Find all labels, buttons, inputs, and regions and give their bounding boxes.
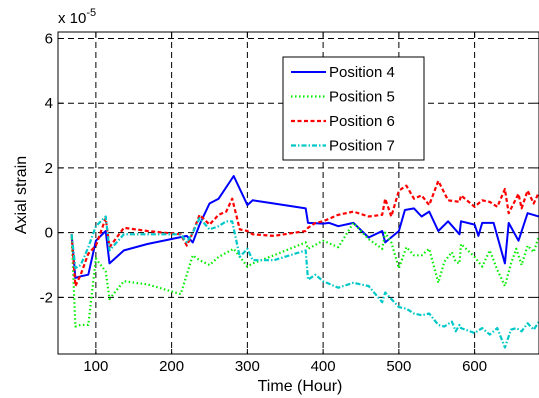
legend-box	[282, 56, 425, 161]
plot-frame	[57, 31, 539, 355]
x-tick-label: 400	[311, 358, 336, 375]
y-tick-label: 4	[45, 95, 53, 112]
y-tick-label: 2	[45, 160, 53, 177]
series-line-4	[70, 215, 539, 349]
tick-marks	[58, 32, 539, 354]
legend-label-4: Position 7	[329, 138, 395, 155]
legend-label-1: Position 4	[329, 64, 395, 81]
y-tick-label: -2	[40, 289, 53, 306]
legend: Position 4 Position 5 Position 6 Position 7	[282, 56, 425, 161]
legend-label-2: Position 5	[329, 89, 395, 106]
series-line-1	[70, 175, 539, 279]
series-line-2	[70, 221, 539, 328]
y-tick-label: 0	[45, 225, 53, 242]
x-tick-label: 600	[462, 358, 487, 375]
x-tick-label: 300	[235, 358, 260, 375]
series-line-3	[70, 179, 539, 288]
y-tick-label: 6	[45, 30, 53, 47]
x-tick-label: 200	[159, 358, 184, 375]
tick-labels: 100 200 300 400 500 600 -2 0 2 4 6	[40, 30, 487, 375]
legend-label-3: Position 6	[329, 113, 395, 130]
x-tick-label: 100	[83, 358, 108, 375]
y-axis-label: Axial strain	[13, 156, 30, 234]
x-tick-label: 500	[386, 358, 411, 375]
x-axis-label: Time (Hour)	[258, 378, 343, 395]
series-layer	[70, 175, 539, 349]
y-exponent: x 10-5	[58, 7, 96, 27]
